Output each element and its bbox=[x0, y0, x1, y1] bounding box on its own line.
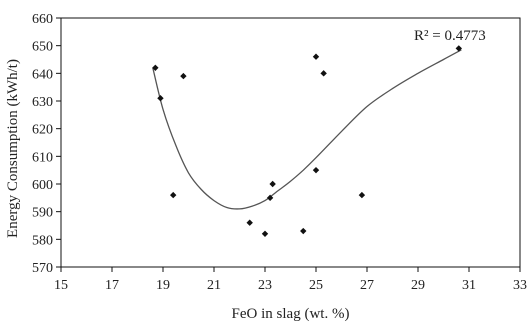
data-point bbox=[358, 191, 366, 199]
y-tick-label: 650 bbox=[32, 40, 53, 55]
data-point bbox=[261, 230, 269, 237]
trendline-layer bbox=[152, 49, 462, 210]
plot-frame bbox=[60, 17, 521, 268]
x-tick-label: 21 bbox=[207, 278, 221, 293]
data-point bbox=[312, 53, 320, 60]
data-point bbox=[312, 166, 320, 174]
y-tick-label: 600 bbox=[32, 178, 53, 193]
x-tick-label: 29 bbox=[411, 278, 425, 293]
y-tick-label: 590 bbox=[32, 206, 53, 221]
labels-layer: FeO in slag (wt. %) Energy Consumption (… bbox=[5, 28, 486, 322]
r-squared-annotation: R² = 0.4773 bbox=[414, 28, 486, 44]
y-tick-label: 640 bbox=[32, 67, 53, 82]
trendline bbox=[152, 49, 462, 210]
data-point bbox=[180, 72, 187, 80]
y-axis-title: Energy Consumption (kWh/t) bbox=[5, 59, 21, 238]
data-point bbox=[266, 194, 274, 202]
x-tick-label: 23 bbox=[258, 278, 272, 293]
axes-layer: 15 17 19 21 23 25 27 29 31 33 570 580 590 600 610 620 63… bbox=[32, 12, 527, 293]
x-tick-label: 31 bbox=[462, 278, 476, 293]
x-tick-label: 15 bbox=[54, 278, 68, 293]
data-point bbox=[455, 45, 462, 52]
data-point bbox=[170, 191, 177, 199]
data-point bbox=[269, 180, 276, 188]
x-axis-title: FeO in slag (wt. %) bbox=[232, 306, 350, 322]
data-point bbox=[320, 70, 327, 77]
x-tick-label: 33 bbox=[513, 278, 527, 293]
data-point bbox=[157, 95, 164, 102]
y-tick-label: 620 bbox=[32, 123, 53, 138]
x-tick-label: 25 bbox=[309, 278, 323, 293]
data-point bbox=[300, 227, 307, 235]
y-tick-label: 610 bbox=[32, 150, 53, 165]
x-tick-label: 27 bbox=[360, 278, 374, 293]
x-tick-label: 19 bbox=[156, 278, 170, 293]
y-tick-label: 630 bbox=[32, 95, 53, 110]
y-tick-label: 570 bbox=[32, 261, 53, 276]
y-tick-label: 580 bbox=[32, 233, 53, 248]
data-points-layer bbox=[152, 45, 462, 237]
x-tick-label: 17 bbox=[105, 278, 119, 293]
data-point bbox=[152, 64, 159, 71]
data-point bbox=[246, 219, 253, 226]
y-tick-label: 660 bbox=[32, 12, 53, 27]
